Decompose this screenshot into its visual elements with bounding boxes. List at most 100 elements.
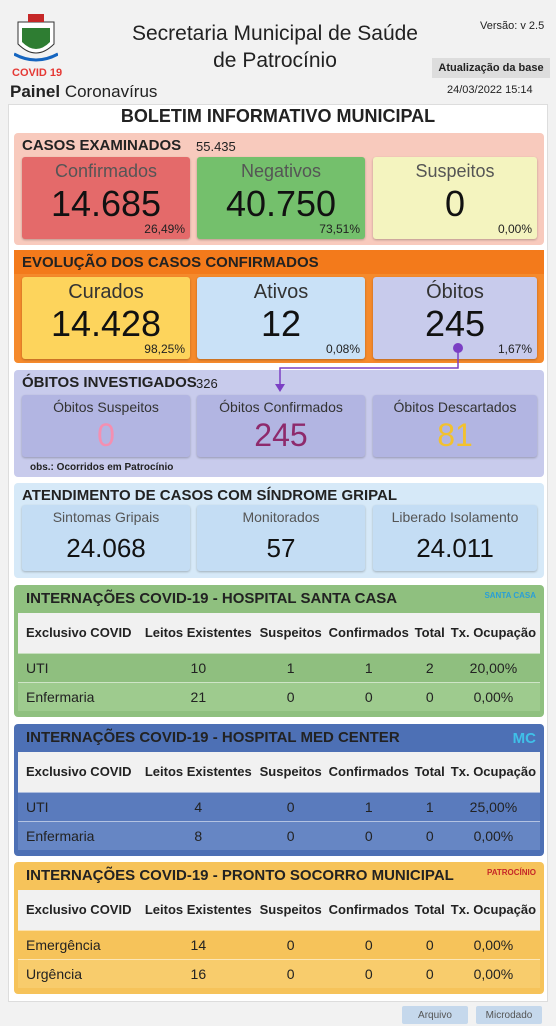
cell: Emergência xyxy=(26,936,101,953)
card-label: Liberado Isolamento xyxy=(391,509,519,525)
cell: 10 xyxy=(190,659,207,676)
hospital-title: INTERNAÇÕES COVID-19 - HOSPITAL SANTA CA… xyxy=(26,590,398,607)
column-header: Exclusivo COVID xyxy=(18,613,141,653)
cell: 0 xyxy=(286,827,295,844)
card: Ativos 12 0,08% xyxy=(197,277,365,359)
header-title: Secretaria Municipal de Saúde de Patrocín… xyxy=(100,20,450,74)
card-label: Suspeitos xyxy=(415,161,495,181)
card-label: Sintomas Gripais xyxy=(52,509,160,525)
hospital-table: Exclusivo COVID Leitos Existentes Suspeito… xyxy=(18,890,540,988)
column-header: Suspeitos xyxy=(256,890,325,930)
section: ATENDIMENTO DE CASOS COM SÍNDROME GRIPAL… xyxy=(14,483,544,578)
cell: Urgência xyxy=(26,965,83,982)
card-pct: 98,25% xyxy=(144,342,185,356)
hospital-title: INTERNAÇÕES COVID-19 - PRONTO SOCORRO MU… xyxy=(26,867,454,884)
cell: 25,00% xyxy=(469,798,518,815)
table-row: UTI 10 1 1 2 20,00% xyxy=(18,653,540,682)
card-label: Negativos xyxy=(240,161,322,181)
table-row: Enfermaria 8 0 0 0 0,00% xyxy=(18,821,540,850)
column-header: Exclusivo COVID xyxy=(18,752,141,792)
cell: 0 xyxy=(425,965,434,982)
card-value: 81 xyxy=(437,417,473,453)
cell: 0 xyxy=(364,965,373,982)
panel-bold: Painel xyxy=(10,82,61,101)
column-header: Leitos Existentes xyxy=(140,890,257,930)
card: Óbitos Descartados 81 xyxy=(373,395,537,457)
cell: 0 xyxy=(364,936,373,953)
section-title: ÓBITOS INVESTIGADOS xyxy=(22,374,197,391)
cell: 0 xyxy=(286,688,295,705)
hospital-section: INTERNAÇÕES COVID-19 - HOSPITAL SANTA CA… xyxy=(14,585,544,717)
table-row: Urgência 16 0 0 0 0,00% xyxy=(18,959,540,988)
table-row: UTI 4 0 1 1 25,00% xyxy=(18,792,540,821)
note: obs.: Ocorridos em Patrocínio xyxy=(30,462,174,473)
card: Negativos 40.750 73,51% xyxy=(197,157,365,239)
cell: 0 xyxy=(286,798,295,815)
card: Óbitos Suspeitos 0 xyxy=(22,395,190,457)
card-label: Óbitos xyxy=(426,281,484,303)
cell: UTI xyxy=(26,659,49,676)
cell: 1 xyxy=(364,659,373,676)
section-header-bar xyxy=(14,250,544,274)
column-header: Tx. Ocupação xyxy=(446,890,540,930)
card: Suspeitos 0 0,00% xyxy=(373,157,537,239)
card-label: Curados xyxy=(68,281,144,303)
hospital-table: Exclusivo COVID Leitos Existentes Suspeito… xyxy=(18,752,540,850)
column-header: Tx. Ocupação xyxy=(446,752,540,792)
cell: 4 xyxy=(194,798,203,815)
cell: Enfermaria xyxy=(26,827,95,844)
section-title: EVOLUÇÃO DOS CASOS CONFIRMADOS xyxy=(22,254,319,271)
coat-of-arms xyxy=(14,14,58,62)
card-label: Óbitos Descartados xyxy=(393,399,517,415)
section: CASOS EXAMINADOS 55.435 Confirmados 14.685 2… xyxy=(14,133,544,245)
table-row: Enfermaria 21 0 0 0 0,00% xyxy=(18,682,540,711)
footer-button[interactable]: Microdado xyxy=(476,1006,542,1024)
card: Liberado Isolamento 24.011 xyxy=(373,505,537,571)
column-header: Total xyxy=(412,890,447,930)
card-value: 14.428 xyxy=(50,303,162,344)
arrow xyxy=(275,343,463,392)
cell: 0 xyxy=(425,688,434,705)
card-pct: 26,49% xyxy=(144,222,185,236)
cell: 0 xyxy=(425,827,434,844)
section-title: ATENDIMENTO DE CASOS COM SÍNDROME GRIPAL xyxy=(22,487,398,504)
card-label: Monitorados xyxy=(242,509,320,525)
footer-button[interactable]: Arquivo xyxy=(402,1006,468,1024)
card-value: 245 xyxy=(254,417,308,453)
card-value: 12 xyxy=(260,303,302,344)
card-pct: 0,00% xyxy=(497,222,532,236)
hospital-logo: MC xyxy=(512,730,536,747)
card-value: 57 xyxy=(266,533,296,563)
cell: 0 xyxy=(425,936,434,953)
card-value: 14.685 xyxy=(50,183,162,224)
cell: 14 xyxy=(190,936,207,953)
section: ÓBITOS INVESTIGADOS 326 Óbitos Suspeitos 0 Ó… xyxy=(14,370,544,477)
column-header: Leitos Existentes xyxy=(140,613,257,653)
title-line: de Patrocínio xyxy=(213,49,337,72)
header-row: Exclusivo COVID Leitos Existentes Suspeito… xyxy=(18,890,540,930)
card-value: 0 xyxy=(444,183,466,224)
title-line: Secretaria Municipal de Saúde xyxy=(131,22,418,45)
cell: 0,00% xyxy=(473,965,514,982)
column-header: Exclusivo COVID xyxy=(18,890,141,930)
card-value: 24.068 xyxy=(66,533,146,563)
section-total: 55.435 xyxy=(196,139,236,154)
table-row: Emergência 14 0 0 0 0,00% xyxy=(18,930,540,959)
card-label: Óbitos Suspeitos xyxy=(53,399,159,415)
section-total: 326 xyxy=(196,376,218,391)
cell: UTI xyxy=(26,798,49,815)
cell: 0 xyxy=(364,688,373,705)
card-value: 40.750 xyxy=(225,183,337,224)
update-button[interactable]: Atualização da base xyxy=(432,58,550,78)
cell: 8 xyxy=(194,827,203,844)
column-header: Confirmados xyxy=(324,613,413,653)
section-title: CASOS EXAMINADOS xyxy=(22,137,182,154)
card: Curados 14.428 98,25% xyxy=(22,277,190,359)
card: Óbitos Confirmados 245 xyxy=(197,395,365,457)
card-pct: 0,08% xyxy=(325,342,360,356)
cell: 1 xyxy=(425,798,434,815)
cell: 0 xyxy=(364,827,373,844)
cell: 20,00% xyxy=(469,659,518,676)
cell: 2 xyxy=(425,659,434,676)
